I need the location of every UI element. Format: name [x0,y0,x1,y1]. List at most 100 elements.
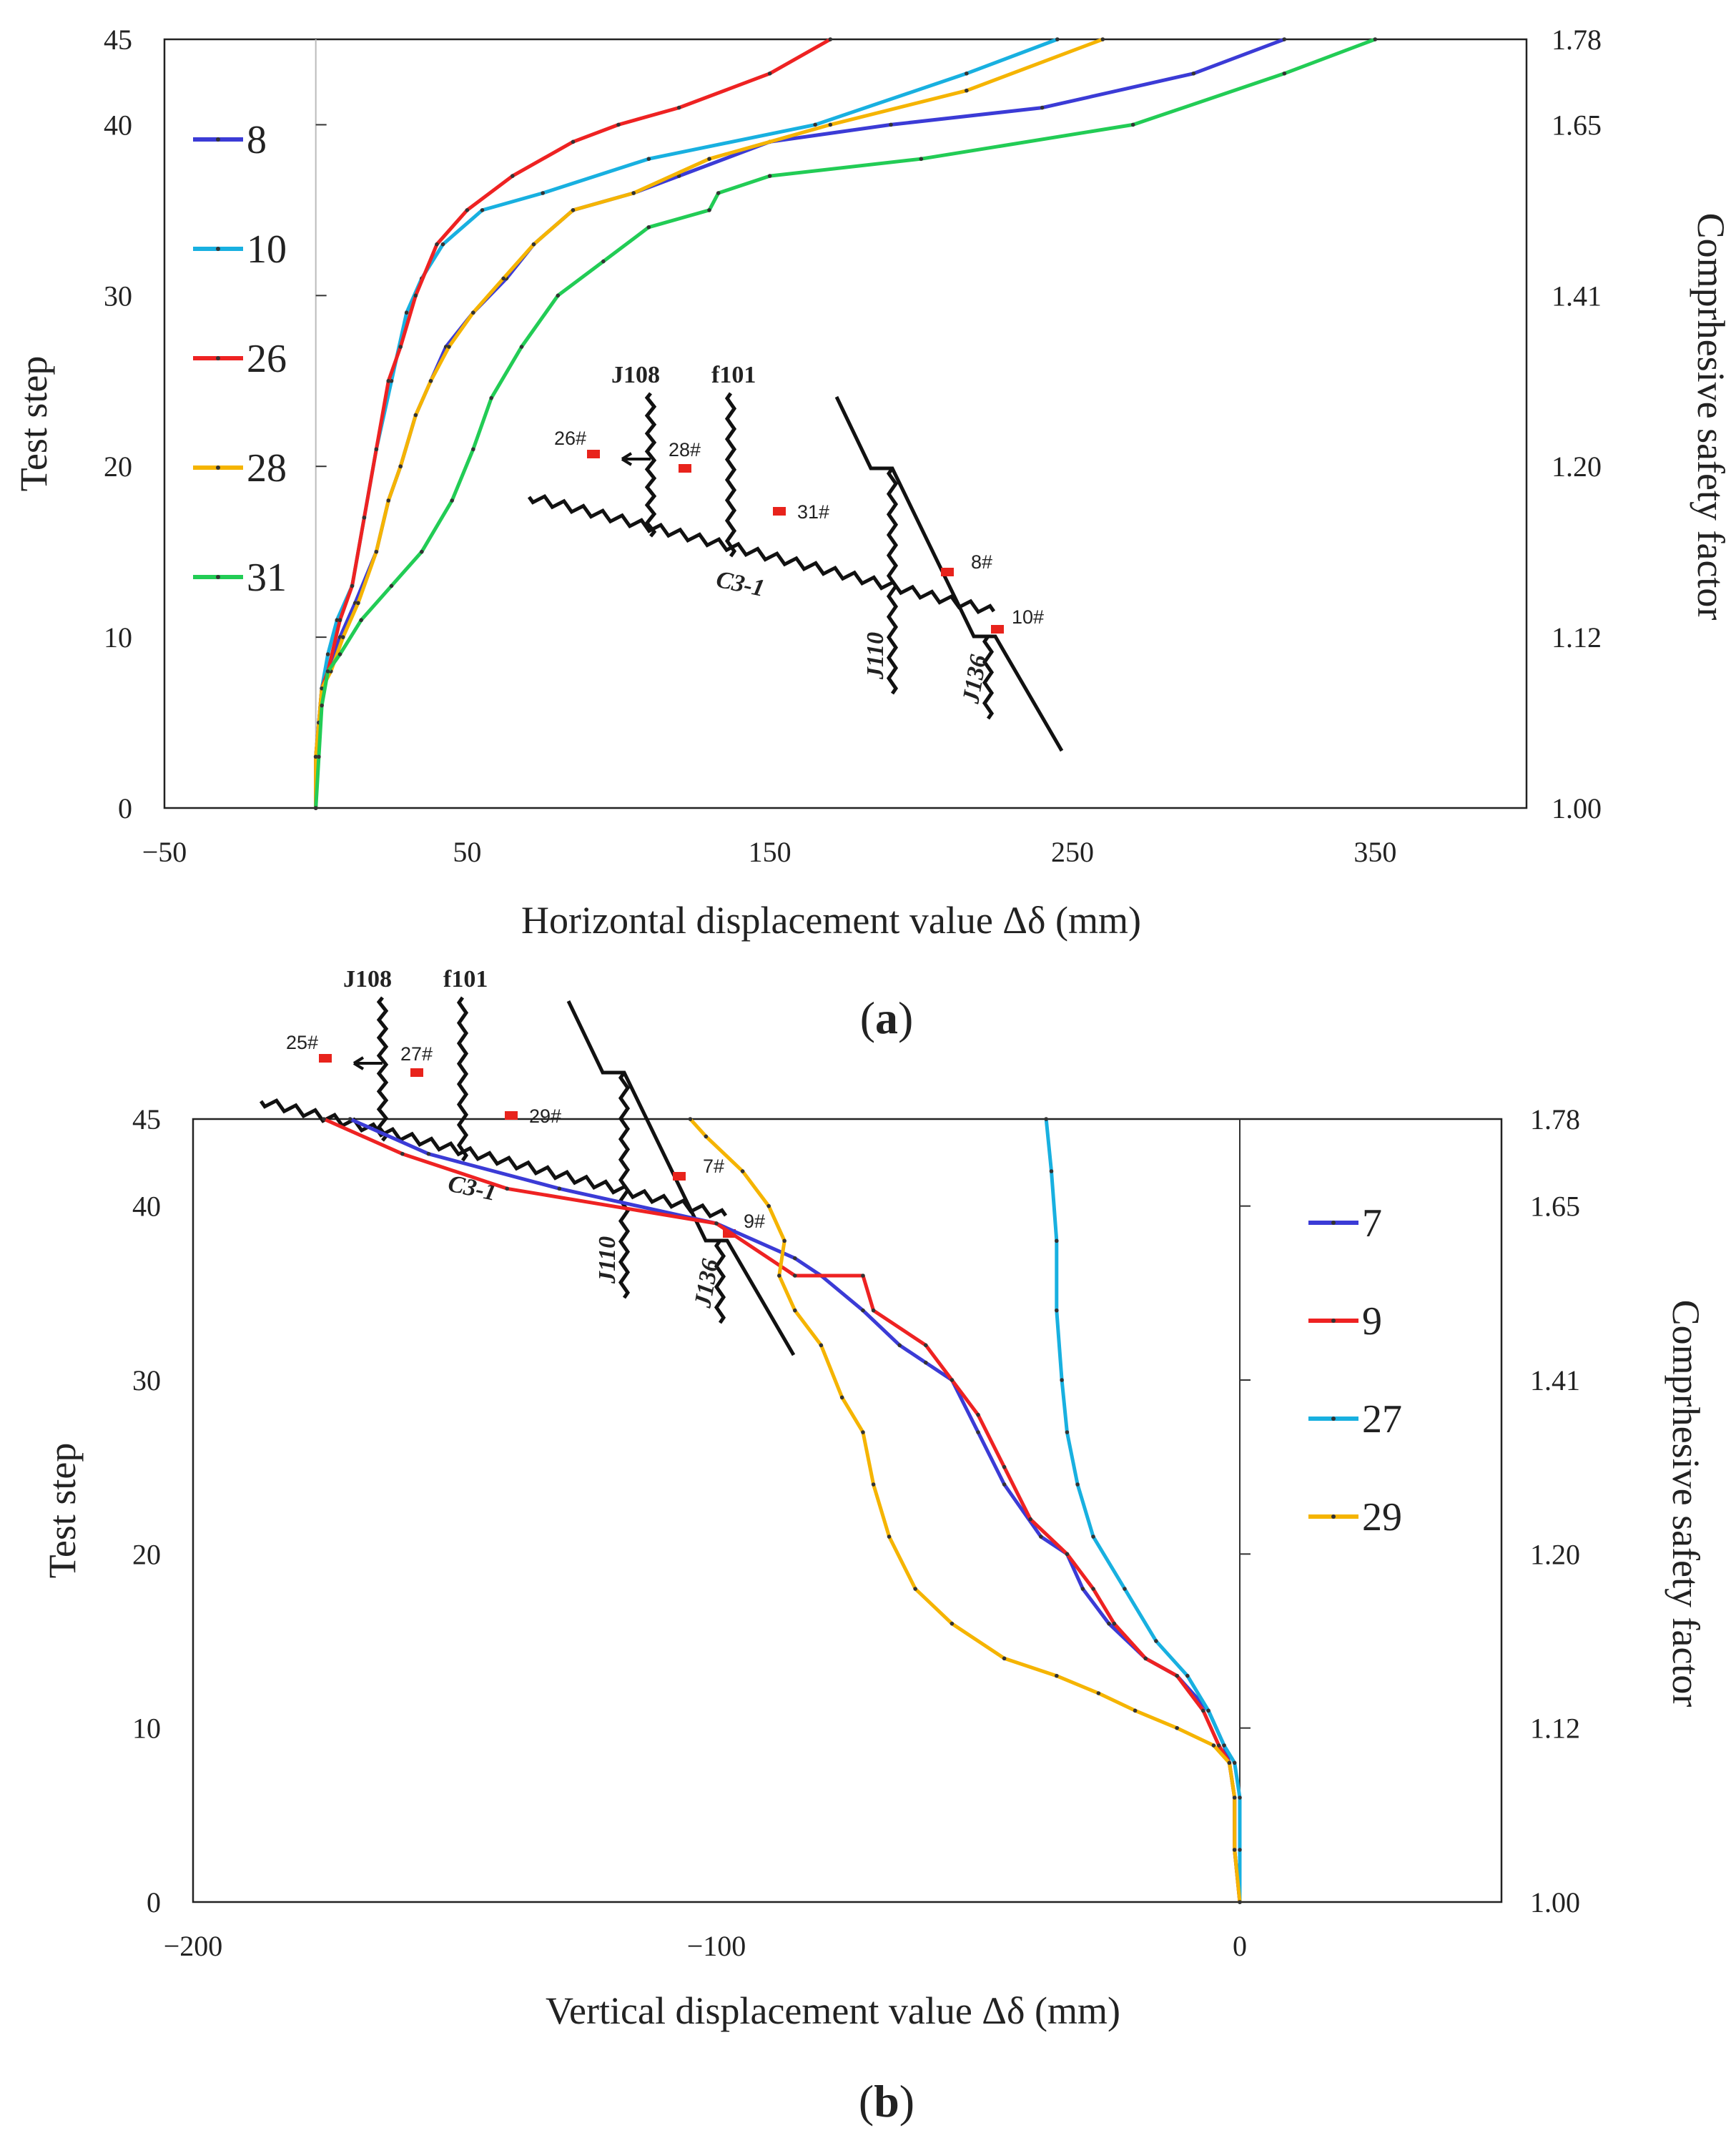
y2-tick-label: 1.20 [1530,1538,1580,1570]
data-point [1222,1743,1226,1748]
data-point [1185,1673,1190,1678]
fault-c3-1-line [527,494,996,614]
chart-panel-a: 0 10 20 30 40 45 1.00 1.12 1.20 1.41 1.65 1.78 −50 50… [12,24,1732,1043]
measure-point-label: 29# [529,1105,561,1127]
data-point [767,71,772,76]
data-point [828,37,833,41]
data-point [1065,1552,1070,1557]
data-point [1191,71,1196,76]
y2-tick-label: 1.78 [1552,24,1602,56]
plot-frame [192,1118,1503,1903]
y-tick-label: 40 [104,109,132,141]
series-8 [313,37,1287,810]
data-point [440,242,445,247]
x-axis-title: Horizontal displacement value Δδ (mm) [521,899,1141,942]
x-tick-label: −50 [142,836,187,868]
data-point [1100,37,1105,41]
data-point [646,157,651,162]
data-point [1080,1587,1085,1591]
y-tick-label: 45 [104,24,132,56]
y2-tick-label: 1.12 [1552,621,1602,654]
series-31 [313,37,1378,810]
data-point [1028,1517,1032,1522]
data-point [413,413,418,418]
data-point [924,1360,928,1365]
fault-j136-line [714,1239,726,1324]
measure-point-label: 27# [400,1043,433,1065]
data-point [1055,1238,1059,1243]
data-point [924,1343,928,1348]
data-point [897,1343,902,1348]
series-27 [1044,1117,1242,1904]
data-point [362,516,367,520]
data-point [1091,1587,1095,1591]
data-point [766,1203,771,1208]
data-point [356,601,360,606]
data-point [676,174,681,178]
data-point [1216,1743,1221,1748]
data-point [1133,1708,1138,1713]
measure-point-marker [319,1054,332,1063]
y-tick-label: 0 [147,1886,161,1918]
legend-marker [216,356,220,360]
data-point [707,208,711,212]
y-tick-label: 30 [104,280,132,312]
measure-point-marker [410,1068,423,1077]
data-point [646,225,651,230]
x-tick-label: 150 [749,836,791,868]
data-point [871,1308,876,1313]
data-point [398,345,403,349]
data-point [861,1308,865,1313]
y2-tick-label: 1.00 [1552,792,1602,824]
data-point [501,276,505,281]
data-point [861,1273,865,1278]
y2-tick-label: 1.41 [1552,280,1602,312]
data-point [1143,1656,1148,1661]
x-tick-label: 350 [1353,836,1396,868]
data-point [359,618,363,623]
data-point [1123,1587,1127,1591]
series-26 [313,37,833,810]
data-point [1044,1117,1048,1121]
data-point [1130,122,1135,127]
arrow-mark [621,452,651,466]
y-tick-label: 45 [132,1103,161,1135]
series-line [1044,1118,1242,1902]
data-point [325,669,330,674]
arrow-mark [352,1056,383,1070]
data-point [793,1308,797,1313]
data-point [1211,1743,1216,1748]
data-point [887,1534,892,1539]
data-point [557,1186,562,1191]
fault-j136-line [982,635,995,720]
data-point [601,259,606,264]
measure-point-marker [587,450,600,458]
data-point [1107,1621,1111,1626]
data-point [374,549,379,554]
y2-axis-title: Comprhesive safety factor [1690,213,1732,621]
legend-label: 26 [247,337,287,381]
y-tick-label: 0 [118,792,132,824]
data-point [313,754,318,759]
fault-j108-label: J108 [343,966,392,992]
data-point [489,395,493,400]
data-point [616,122,621,127]
data-point [505,1186,509,1191]
legend-label: 28 [247,446,287,491]
data-point [839,1395,844,1400]
data-point [435,242,439,247]
x-tick-label: 50 [453,836,481,868]
chart-panel-b: 0 10 20 30 40 45 1.00 1.12 1.20 1.41 1.65 1.78 −200 −… [41,966,1707,2127]
data-point [571,139,576,144]
fault-j108-label: J108 [611,362,660,388]
series-line [314,37,1286,808]
legend-label: 9 [1362,1299,1382,1344]
data-point [447,345,451,349]
panel-label: (a) [860,992,914,1043]
data-point [819,1343,824,1348]
y2-tick-label: 1.20 [1552,450,1602,483]
data-point [716,191,721,195]
y-tick-label: 10 [104,621,132,654]
data-point [1065,1430,1070,1434]
